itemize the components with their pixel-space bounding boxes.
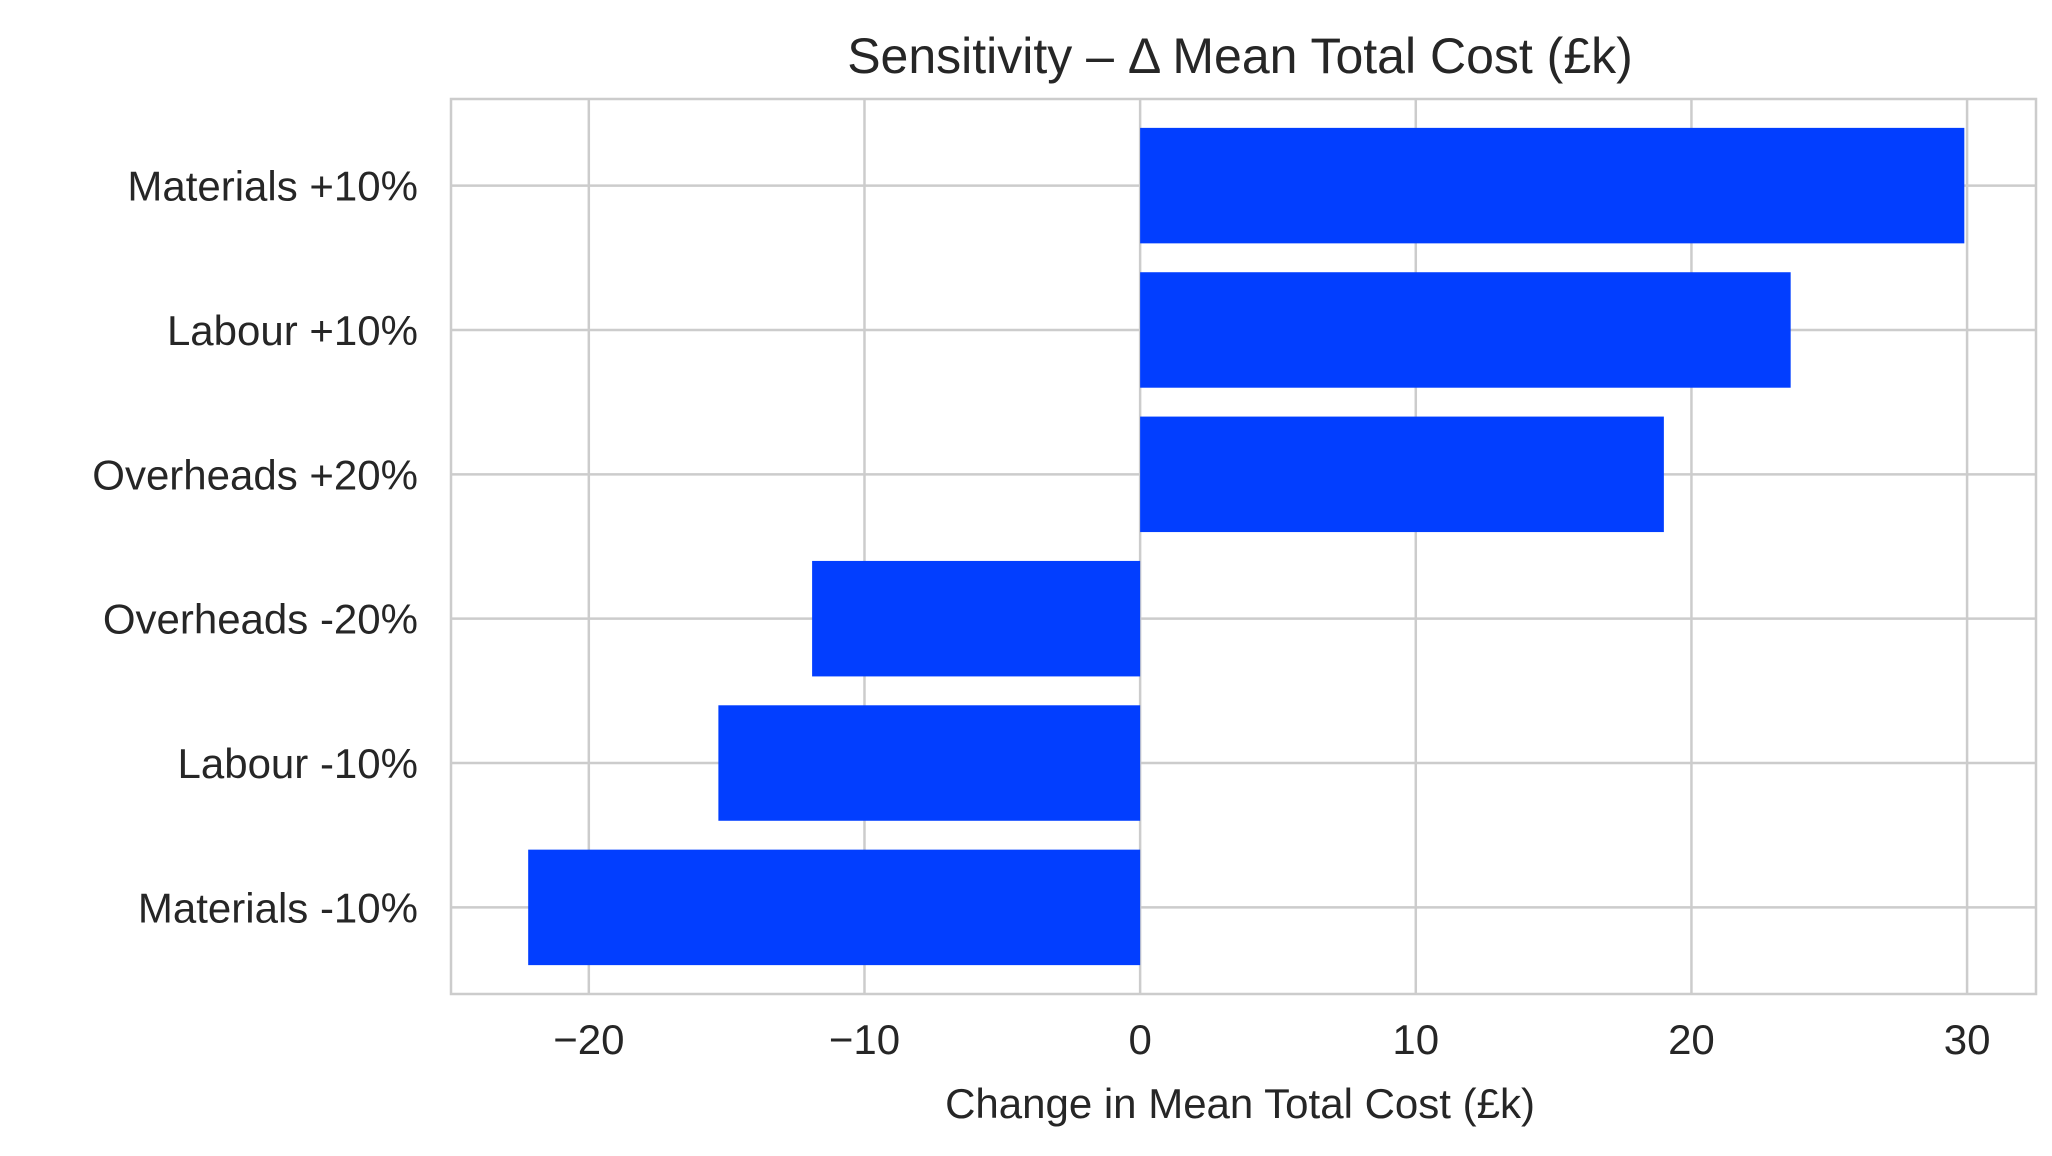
- y-tick-label: Overheads -20%: [103, 596, 418, 643]
- chart-title: Sensitivity – Δ Mean Total Cost (£k): [847, 28, 1633, 84]
- bar-layer: [528, 127, 1965, 966]
- bar-materials-10: [528, 849, 1141, 966]
- plot-frame: [449, 97, 2038, 996]
- x-axis-label: Change in Mean Total Cost (£k): [945, 1080, 1535, 1127]
- bar-labour-10: [718, 705, 1141, 821]
- x-tick-label: 20: [1668, 1016, 1715, 1063]
- y-tick-label: Labour +10%: [167, 307, 418, 354]
- x-tick-label: −20: [553, 1016, 624, 1063]
- x-tick-label: 0: [1128, 1016, 1151, 1063]
- y-tick-label: Materials +10%: [127, 163, 418, 210]
- x-tick-label: 30: [1944, 1016, 1991, 1063]
- bar-labour-10: [1140, 272, 1791, 388]
- bar-overheads-20: [1140, 416, 1664, 533]
- y-tick-label: Materials -10%: [138, 884, 418, 931]
- bar-overheads-20: [812, 560, 1141, 677]
- x-tick-label: −10: [829, 1016, 900, 1063]
- bar-materials-10: [1140, 127, 1965, 244]
- x-tick-label: 10: [1392, 1016, 1439, 1063]
- y-tick-label: Labour -10%: [178, 740, 419, 787]
- y-tick-label: Overheads +20%: [92, 451, 418, 498]
- tick-layer: −20 −10 0 10 20 30 Materials +10% Labour +10% Ov…: [92, 163, 1990, 1063]
